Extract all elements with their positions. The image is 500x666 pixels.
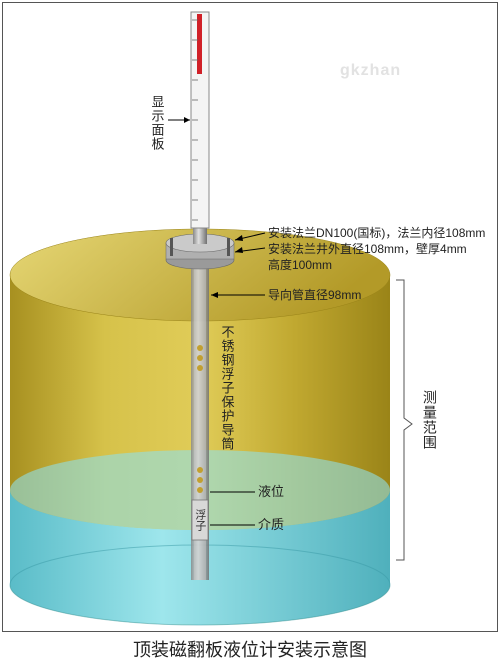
diagram-svg (0, 0, 500, 632)
float-label: 浮子 (192, 509, 207, 531)
guide-tube-dia-label: 导向管直径98mm (268, 287, 361, 303)
liquid-level-label: 液位 (258, 483, 284, 501)
flange-note3: 高度100mm (268, 257, 332, 273)
display-panel-label: 显示面板 (148, 95, 166, 151)
measure-range-label: 测量范围 (420, 390, 439, 450)
protection-tube-label: 不锈钢浮子保护导筒 (218, 325, 236, 451)
medium-label: 介质 (258, 516, 284, 534)
flange-note2: 安装法兰井外直径108mm，壁厚4mm (268, 241, 467, 257)
diagram-title: 顶装磁翻板液位计安装示意图 (0, 636, 500, 662)
gauge-red (197, 14, 202, 74)
range-bracket (396, 280, 412, 560)
flange-note1: 安装法兰DN100(国标)，法兰内径108mm (268, 225, 485, 241)
